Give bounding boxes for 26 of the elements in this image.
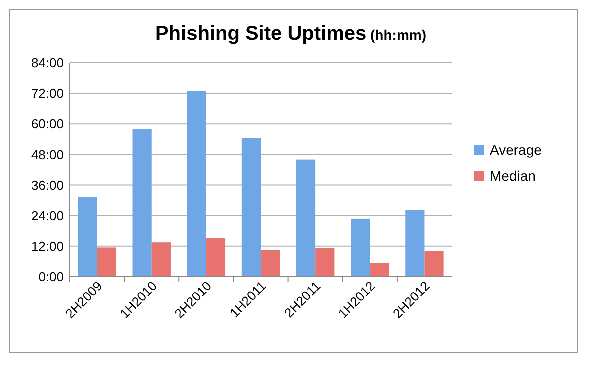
bar (406, 210, 425, 277)
y-tick-label: 84:00 (31, 56, 64, 71)
y-tick-label: 60:00 (31, 116, 64, 132)
y-tick-label: 72:00 (31, 86, 64, 102)
bar (424, 251, 444, 277)
bar (261, 250, 280, 277)
y-tick-label: 24:00 (31, 208, 64, 224)
bar (242, 138, 261, 277)
bar (78, 197, 98, 277)
bar (316, 248, 335, 277)
bar (296, 160, 316, 277)
bar (351, 218, 370, 277)
bar (187, 91, 206, 277)
chart-subtitle: (hh:mm) (366, 27, 427, 43)
y-tick-label: 48:00 (31, 147, 64, 162)
chart-title: Phishing Site Uptimes (155, 23, 367, 45)
bar (97, 248, 116, 277)
y-tick-label: 36:00 (31, 178, 64, 193)
bar (370, 262, 390, 277)
bar (132, 129, 152, 277)
legend-label: Average (490, 142, 542, 158)
legend-label: Median (490, 168, 536, 184)
y-tick-label: 12:00 (31, 238, 64, 254)
bar (206, 238, 226, 277)
y-tick-label: 0:00 (38, 270, 64, 285)
bar (152, 242, 171, 277)
